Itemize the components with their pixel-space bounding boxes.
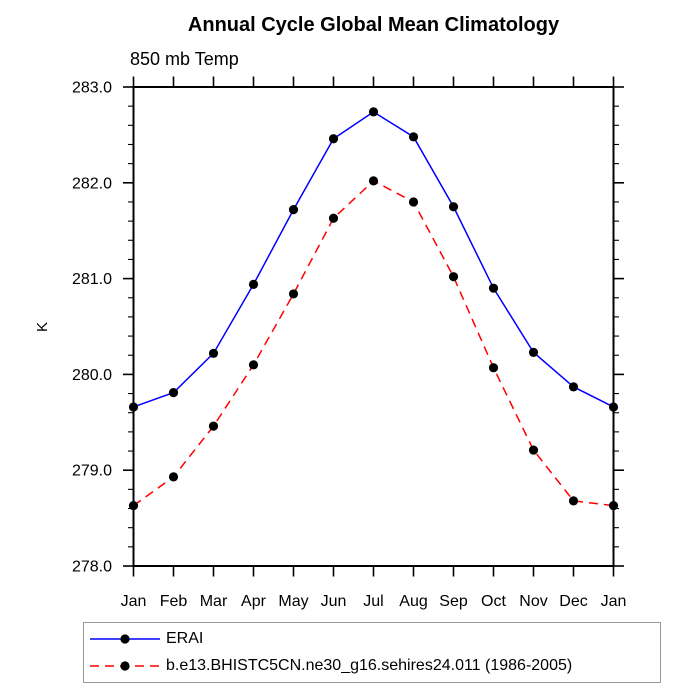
data-point xyxy=(368,107,379,117)
legend-label-model: b.e13.BHISTC5CN.ne30_g16.sehires24.011 (… xyxy=(166,657,573,674)
data-point xyxy=(168,472,179,482)
data-point xyxy=(208,348,219,358)
series-markers-erai xyxy=(128,107,619,412)
y-tick-label: 280.0 xyxy=(72,367,112,384)
data-point xyxy=(288,289,299,299)
data-point xyxy=(128,501,139,511)
data-point xyxy=(528,445,539,455)
data-point xyxy=(448,202,459,212)
legend-item-erai: ERAI xyxy=(88,626,660,653)
x-tick-label: May xyxy=(278,593,308,610)
data-point xyxy=(208,421,219,431)
x-tick-label: Nov xyxy=(519,593,547,610)
data-point xyxy=(248,360,259,370)
data-point xyxy=(568,496,579,506)
series-line-erai xyxy=(133,111,614,408)
data-point xyxy=(448,272,459,282)
x-tick-labels: Jan Feb Mar Apr May Jun Jul Aug Sep Oct Nov Dec Jan xyxy=(121,593,627,610)
legend-label-erai: ERAI xyxy=(166,630,204,647)
x-tick-label: Jul xyxy=(363,593,383,610)
data-point xyxy=(608,402,619,412)
x-tick-label: Sep xyxy=(439,593,468,610)
data-point xyxy=(288,205,299,215)
x-tick-label: Jan xyxy=(121,593,147,610)
data-point xyxy=(328,213,339,223)
y-axis-title: K xyxy=(34,322,51,332)
data-point xyxy=(608,501,619,511)
data-point xyxy=(528,347,539,357)
legend: ERAI b.e13.BHISTC5CN.ne30_g16.sehires24.… xyxy=(83,622,661,683)
y-tick-label: 281.0 xyxy=(72,271,112,288)
x-tick-label: Jan xyxy=(601,593,627,610)
series-markers-model xyxy=(128,176,619,511)
chart-subtitle: 850 mb Temp xyxy=(130,49,239,69)
legend-line-sample-solid xyxy=(90,634,160,644)
y-tick-label: 278.0 xyxy=(72,559,112,576)
data-point xyxy=(168,388,179,398)
x-tick-label: Feb xyxy=(160,593,188,610)
y-minor-ticks xyxy=(128,105,619,548)
x-tick-label: Apr xyxy=(241,593,267,610)
data-point xyxy=(328,134,339,144)
data-point xyxy=(568,382,579,392)
data-point xyxy=(488,283,499,293)
y-tick-label: 283.0 xyxy=(72,80,112,97)
data-point xyxy=(488,363,499,373)
data-point xyxy=(408,197,419,207)
x-tick-label: Oct xyxy=(481,593,506,610)
legend-line-sample-dashed xyxy=(90,661,160,671)
x-ticks xyxy=(132,76,615,577)
legend-item-model: b.e13.BHISTC5CN.ne30_g16.sehires24.011 (… xyxy=(88,653,660,680)
x-tick-label: Dec xyxy=(559,593,587,610)
data-point xyxy=(408,132,419,142)
data-point xyxy=(248,279,259,289)
data-point xyxy=(128,402,139,412)
y-major-ticks xyxy=(123,86,624,567)
series-line-model xyxy=(133,179,614,507)
x-tick-label: Mar xyxy=(200,593,228,610)
chart-title: Annual Cycle Global Mean Climatology xyxy=(187,14,560,36)
y-tick-labels: 278.0 279.0 280.0 281.0 282.0 283.0 xyxy=(72,80,112,576)
data-point xyxy=(368,176,379,186)
x-tick-label: Aug xyxy=(399,593,427,610)
y-tick-label: 282.0 xyxy=(72,175,112,192)
y-tick-label: 279.0 xyxy=(72,463,112,480)
plot-frame xyxy=(132,86,615,567)
x-tick-label: Jun xyxy=(321,593,347,610)
